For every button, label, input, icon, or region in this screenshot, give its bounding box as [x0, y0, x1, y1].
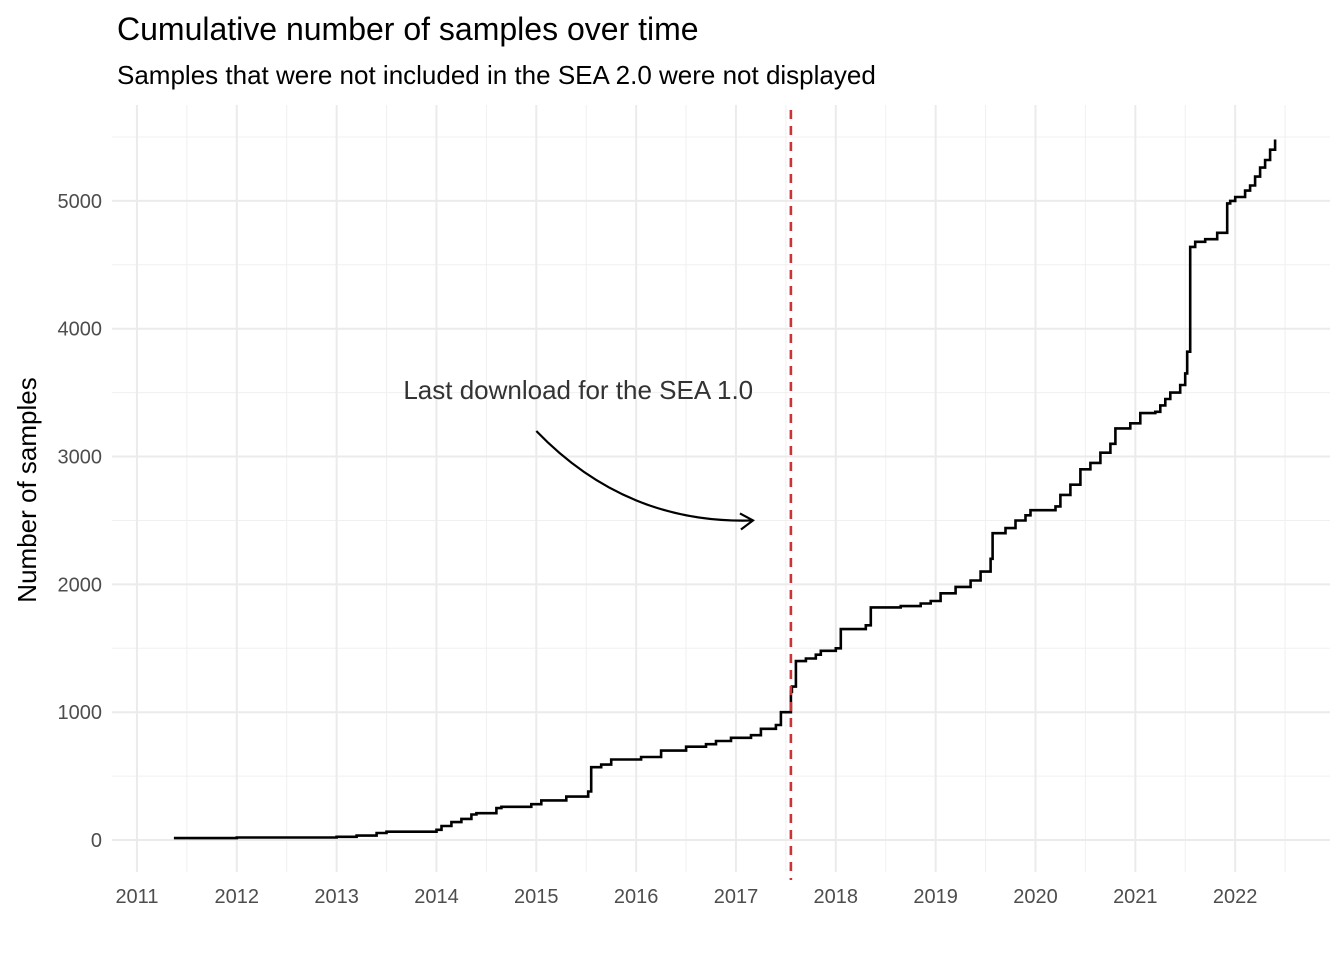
x-tick-label: 2021 — [1113, 886, 1158, 908]
x-axis-ticks: 2011 2012 2013 2014 2015 2016 2017 2018 2019 2020… — [115, 886, 1257, 908]
annotation-layer: Last download for the SEA 1.0 — [403, 375, 755, 531]
x-tick-label: 2020 — [1013, 886, 1058, 908]
x-tick-label: 2011 — [115, 886, 158, 908]
x-tick-label: 2022 — [1213, 886, 1258, 908]
y-axis-label: Number of samples — [12, 377, 42, 602]
series-line — [173, 139, 1277, 840]
x-tick-label: 2019 — [913, 886, 958, 908]
annotation-arrowhead — [739, 512, 755, 531]
grid — [112, 105, 1330, 872]
x-tick-label: 2014 — [414, 886, 459, 908]
x-tick-label: 2016 — [614, 886, 659, 908]
x-tick-label: 2013 — [314, 886, 359, 908]
y-axis-ticks: 0 1000 2000 3000 4000 5000 — [58, 191, 103, 852]
x-tick-label: 2017 — [714, 886, 759, 908]
chart-subtitle: Samples that were not included in the SE… — [117, 60, 876, 90]
y-tick-label: 1000 — [58, 702, 103, 724]
y-tick-label: 2000 — [58, 574, 103, 596]
y-tick-label: 4000 — [58, 319, 103, 341]
y-tick-label: 5000 — [58, 191, 103, 213]
x-tick-label: 2012 — [215, 886, 260, 908]
x-tick-label: 2018 — [814, 886, 859, 908]
annotation-text: Last download for the SEA 1.0 — [403, 375, 753, 405]
y-tick-label: 3000 — [58, 447, 103, 469]
chart-title: Cumulative number of samples over time — [117, 11, 699, 47]
series-layer — [173, 139, 1277, 840]
y-tick-label: 0 — [91, 830, 102, 852]
annotation-arrow — [535, 430, 753, 522]
x-tick-label: 2015 — [514, 886, 559, 908]
